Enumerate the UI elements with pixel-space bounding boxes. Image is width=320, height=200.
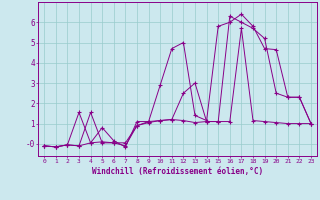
X-axis label: Windchill (Refroidissement éolien,°C): Windchill (Refroidissement éolien,°C) [92,167,263,176]
